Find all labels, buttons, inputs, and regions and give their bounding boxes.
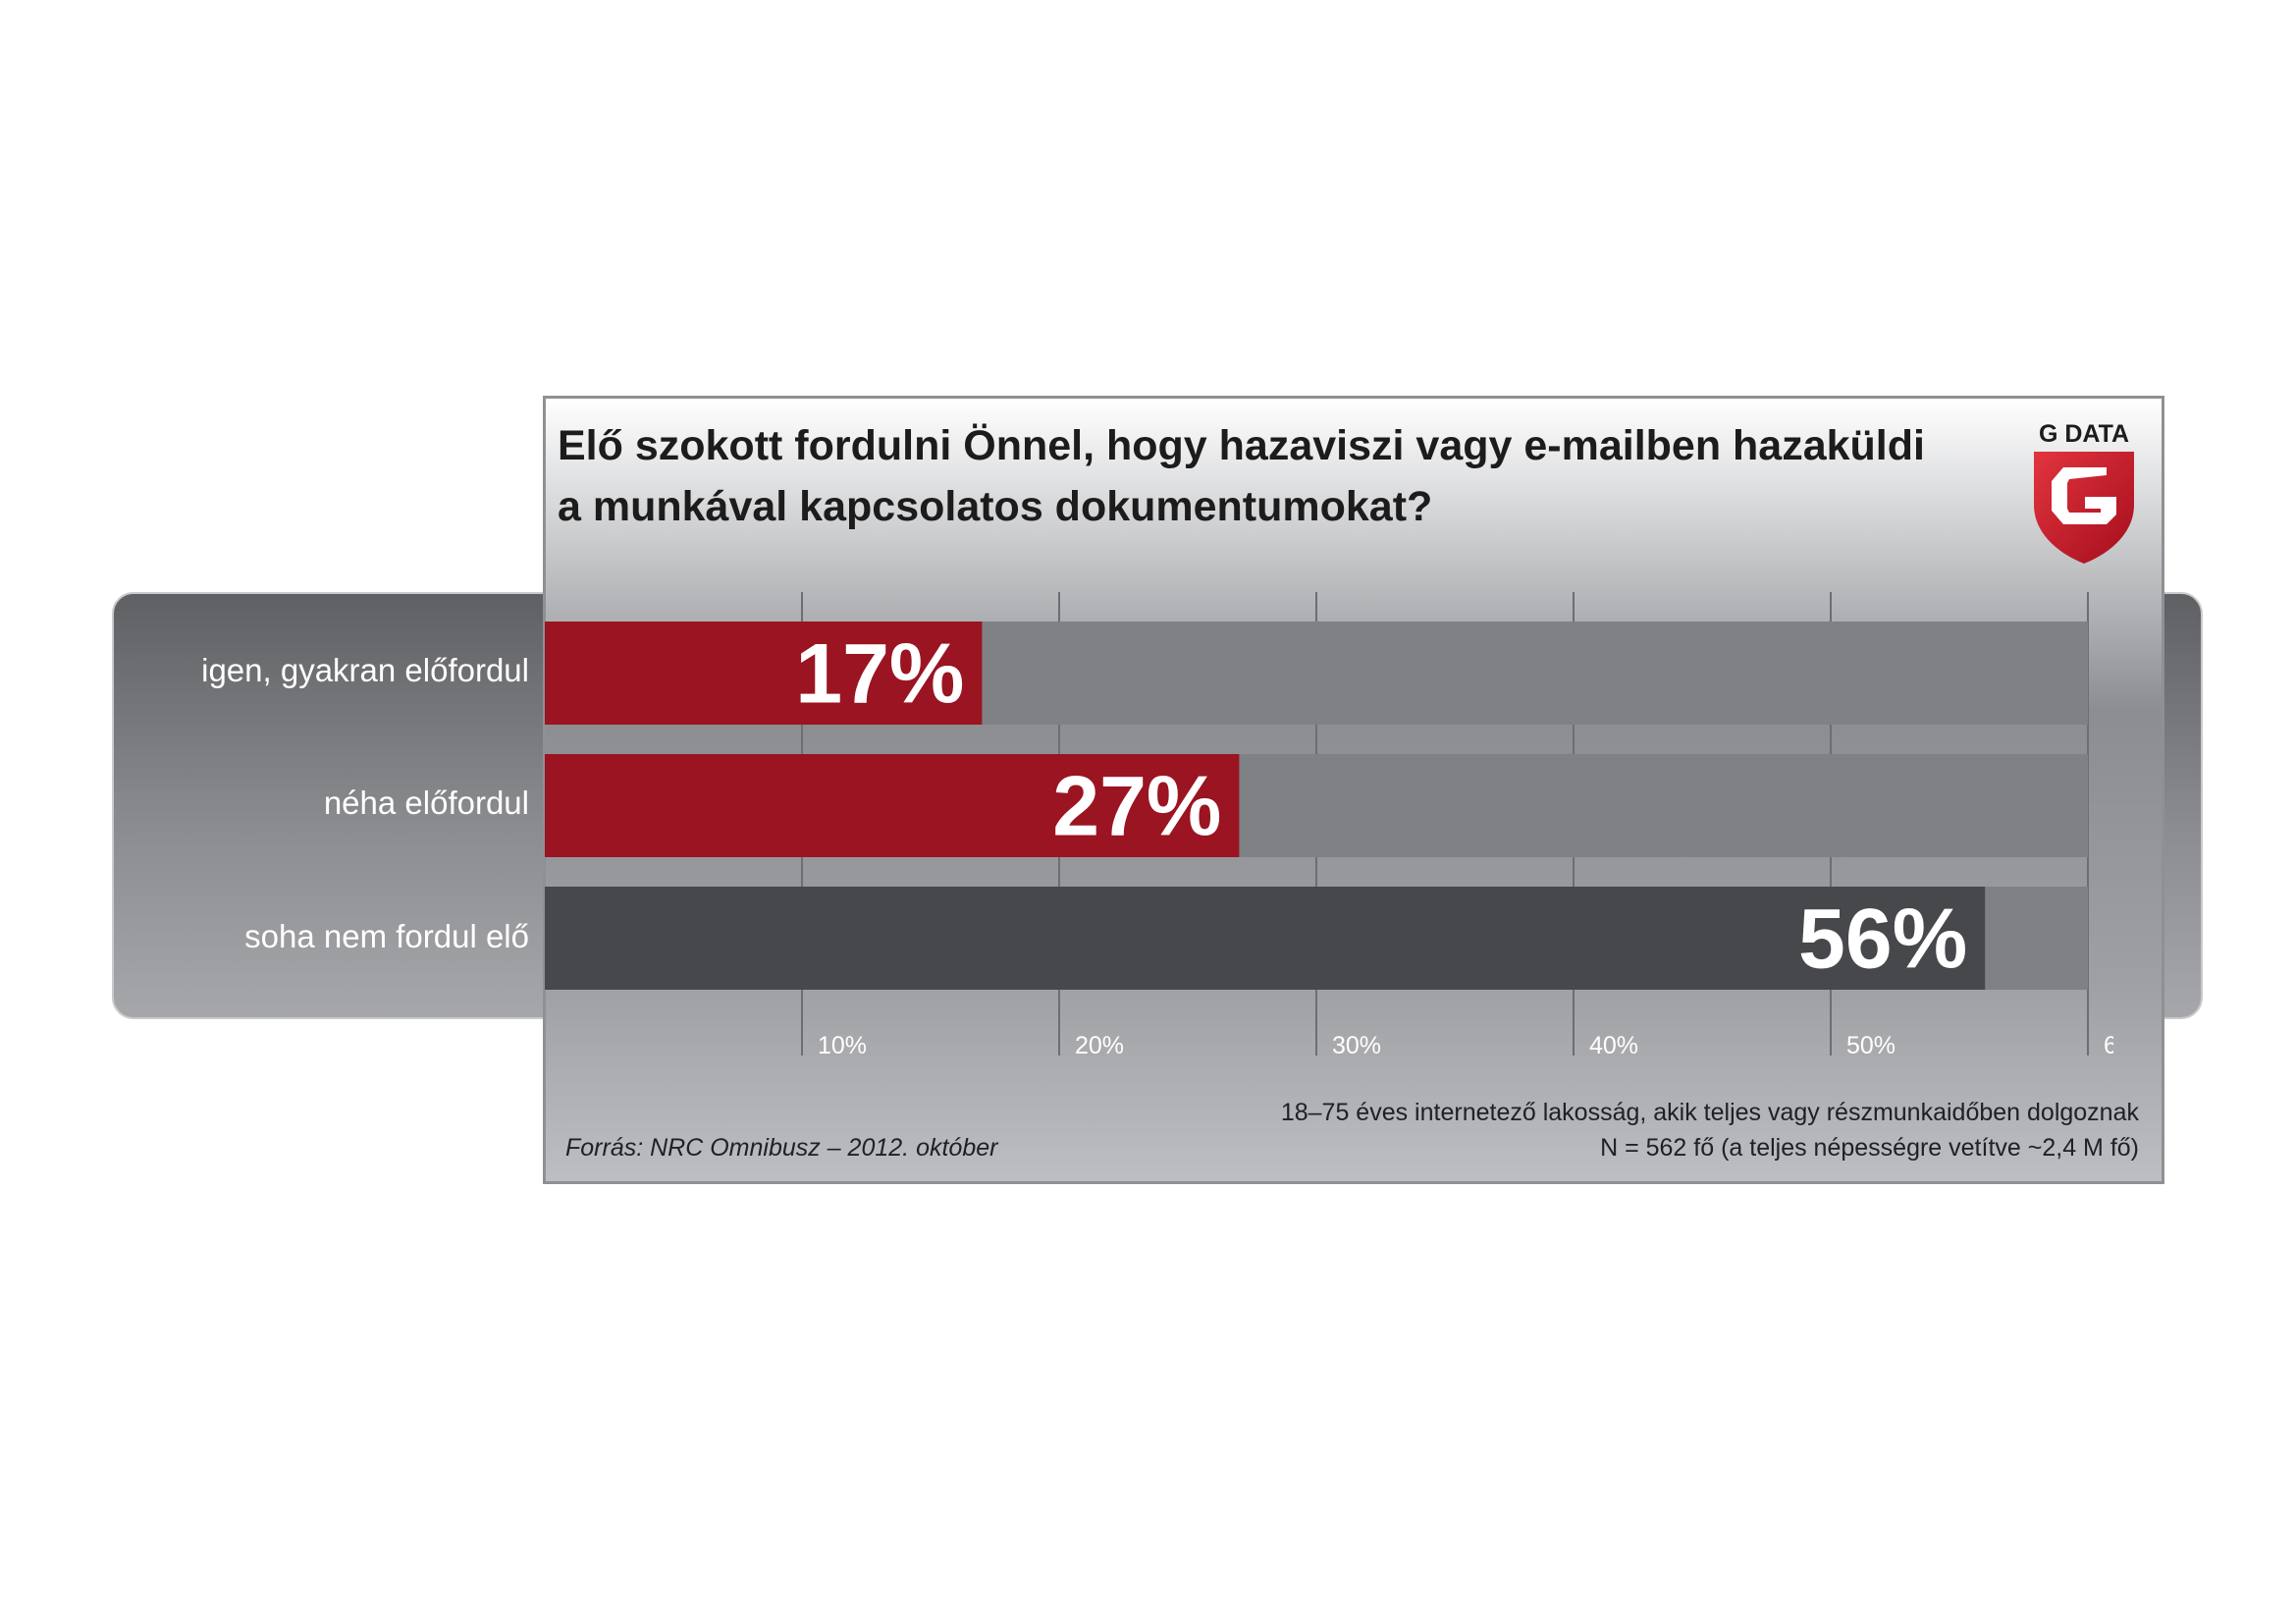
bar-chart-plot: 17% 27% 56% 10% 20% 30% 40% 50% 60% xyxy=(545,592,2113,1056)
bar xyxy=(545,754,1240,857)
category-label: néha előfordul xyxy=(323,785,529,821)
x-tick-label: 40% xyxy=(1589,1032,1638,1056)
x-tick-label: 60% xyxy=(2104,1032,2113,1056)
source-note: Forrás: NRC Omnibusz – 2012. október xyxy=(565,1134,998,1162)
footnote-population: 18–75 éves internetező lakosság, akik te… xyxy=(1280,1099,2139,1126)
footnote-sample-size: N = 562 fő (a teljes népességre vetítve … xyxy=(1600,1134,2139,1162)
bar-value-label: 27% xyxy=(1052,760,1221,854)
x-tick-label: 20% xyxy=(1075,1032,1124,1056)
logo-text: G DATA xyxy=(2039,420,2129,448)
g-data-logo-icon: G DATA xyxy=(2034,420,2134,564)
x-tick-label: 50% xyxy=(1846,1032,1896,1056)
x-tick-label: 30% xyxy=(1332,1032,1381,1056)
chart-title: Elő szokott fordulni Önnel, hogy hazavis… xyxy=(558,422,1925,530)
category-label: igen, gyakran előfordul xyxy=(201,652,529,688)
bar-value-label: 17% xyxy=(795,627,964,722)
category-label: soha nem fordul elő xyxy=(244,918,529,954)
bar xyxy=(545,887,1986,990)
bar-value-label: 56% xyxy=(1798,893,1967,987)
bar xyxy=(545,622,983,725)
x-tick-label: 10% xyxy=(818,1032,867,1056)
